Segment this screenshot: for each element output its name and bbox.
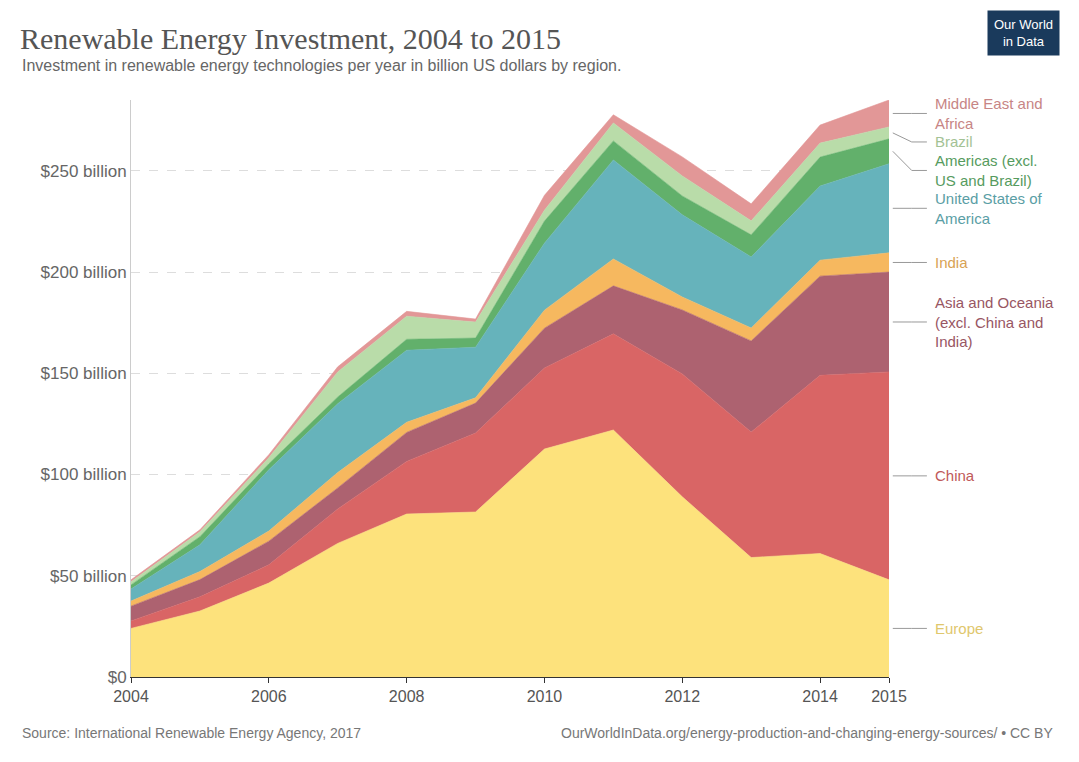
svg-text:2012: 2012	[664, 688, 700, 705]
svg-text:Brazil: Brazil	[935, 133, 973, 150]
svg-text:India: India	[935, 254, 968, 271]
svg-text:$200 billion: $200 billion	[41, 263, 127, 282]
svg-text:Asia and Oceania(excl. China a: Asia and Oceania(excl. China andIndia)	[935, 294, 1054, 350]
svg-text:2010: 2010	[527, 688, 563, 705]
svg-text:Middle East andAfrica: Middle East andAfrica	[935, 95, 1043, 132]
svg-text:Europe: Europe	[935, 620, 983, 637]
svg-text:$0: $0	[108, 668, 127, 687]
svg-text:United States ofAmerica: United States ofAmerica	[935, 190, 1043, 227]
svg-text:Source: International Renewabl: Source: International Renewable Energy A…	[22, 725, 361, 741]
svg-text:OurWorldInData.org/energy-prod: OurWorldInData.org/energy-production-and…	[561, 725, 1053, 741]
svg-text:$250 billion: $250 billion	[41, 162, 127, 181]
svg-text:2014: 2014	[802, 688, 838, 705]
svg-text:2008: 2008	[389, 688, 425, 705]
svg-text:2004: 2004	[113, 688, 149, 705]
svg-text:2015: 2015	[871, 688, 907, 705]
svg-text:$100 billion: $100 billion	[41, 465, 127, 484]
svg-text:Our Worldin Data: Our Worldin Data	[994, 17, 1053, 49]
svg-text:$150 billion: $150 billion	[41, 364, 127, 383]
svg-text:Americas (excl.US and Brazil): Americas (excl.US and Brazil)	[935, 152, 1038, 189]
svg-text:Investment in renewable energy: Investment in renewable energy technolog…	[22, 57, 621, 74]
svg-text:Renewable Energy Investment, 2: Renewable Energy Investment, 2004 to 201…	[20, 22, 561, 55]
svg-text:2006: 2006	[251, 688, 287, 705]
svg-text:China: China	[935, 467, 975, 484]
svg-text:$50 billion: $50 billion	[50, 567, 127, 586]
